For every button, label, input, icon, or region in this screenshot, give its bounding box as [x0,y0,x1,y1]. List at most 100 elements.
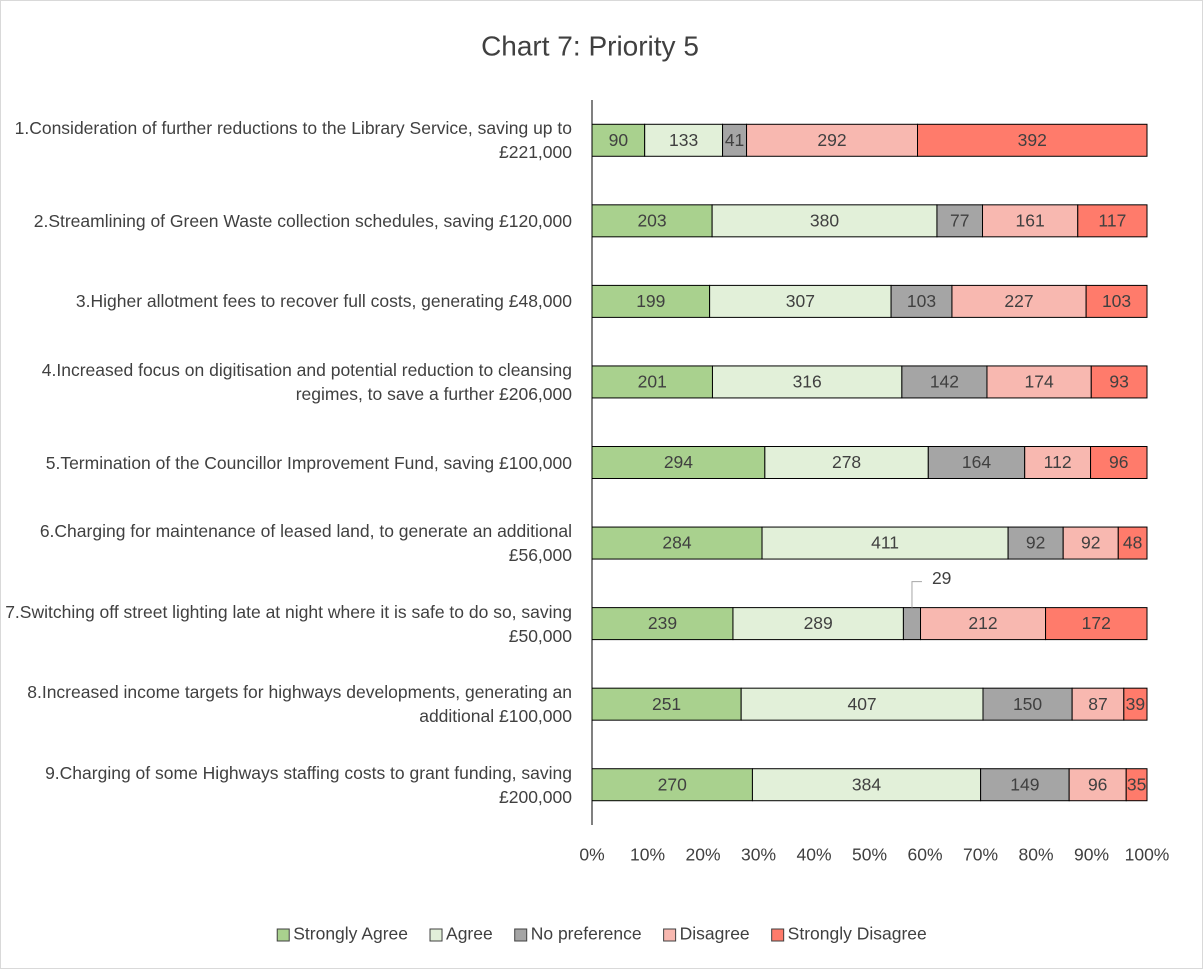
data-label: 407 [847,694,876,714]
bar-segment [1125,768,1148,802]
bar-segment [902,607,922,641]
data-label: 201 [638,372,667,392]
x-tick-label: 20% [685,845,720,865]
data-label: 294 [664,452,693,472]
bar-segment [746,123,919,157]
bar-segment [980,768,1070,802]
data-label: 112 [1044,452,1072,472]
legend-label: Disagree [680,924,750,944]
data-label: 161 [1016,210,1045,230]
data-label: 90 [609,130,629,150]
legend-swatch [663,928,677,942]
data-label: 150 [1013,694,1042,714]
data-label: 41 [725,130,744,150]
category-label: 6.Charging for maintenance of leased lan… [39,521,572,566]
category-label: 9.Charging of some Highways staffing cos… [45,762,572,807]
bar-segment [644,123,724,157]
bar-segment [761,526,1009,560]
x-tick-label: 50% [852,845,887,865]
data-label: 270 [658,774,687,794]
data-label: 289 [804,613,833,633]
data-label: 35 [1127,774,1146,794]
legend-label: Agree [446,924,493,944]
bar-segment [732,607,904,641]
x-tick-label: 70% [963,845,998,865]
data-label: 96 [1109,452,1128,472]
leader-line [911,581,922,608]
data-label: 292 [817,130,846,150]
bar-segment [1117,526,1148,560]
data-label: 380 [810,210,839,230]
data-label: 87 [1088,694,1107,714]
category-label: 7.Switching off street lighting late at … [5,601,572,646]
data-label: 103 [907,291,936,311]
category-label: 5.Termination of the Councillor Improvem… [45,452,572,473]
bar-segment [1077,204,1148,238]
bar-segment [1090,446,1148,479]
bar-segment [711,204,938,238]
data-label: 227 [1004,291,1033,311]
data-label: 133 [669,130,698,150]
bar-segment [890,284,953,318]
bar-segment [986,365,1092,399]
category-label: 2.Streamlining of Green Waste collection… [33,210,572,231]
bar-segment [591,446,766,479]
legend-label: Strongly Agree [293,924,408,944]
legend-label: No preference [531,924,642,944]
data-label: 199 [636,291,665,311]
x-tick-label: 10% [630,845,665,865]
chart-title: Chart 7: Priority 5 [481,30,699,61]
data-label: 411 [871,533,899,553]
data-label: 93 [1109,372,1128,392]
bar-segment [982,687,1073,721]
data-label: 142 [930,372,959,392]
bar-segment [917,123,1148,157]
data-label: 29 [932,568,951,588]
data-label: 316 [793,372,822,392]
data-label: 278 [832,452,861,472]
category-label: 8.Increased income targets for highways … [27,682,572,727]
x-tick-label: 90% [1074,845,1109,865]
bar-segment [1062,526,1119,560]
data-label: 92 [1081,533,1100,553]
bar-segment [1085,284,1148,318]
data-label: 307 [786,291,815,311]
bar-segment [709,284,892,318]
bar-segment [927,446,1026,479]
data-label: 92 [1026,533,1045,553]
bar-segment [1045,607,1148,641]
data-label: 203 [637,210,666,230]
data-label: 172 [1082,613,1111,633]
data-label: 251 [652,694,681,714]
bar-segment [1090,365,1148,399]
bar-segment [1007,526,1064,560]
bar-segment [711,365,903,399]
category-label: 4.Increased focus on digitisation and po… [41,359,572,404]
bar-segment [740,687,984,721]
data-label: 392 [1018,130,1047,150]
data-label: 117 [1098,210,1126,230]
bar-segment [982,204,1079,238]
bar-segment [1068,768,1127,802]
bar-segment [591,204,713,238]
data-label: 96 [1088,774,1107,794]
legend-swatch [771,928,785,942]
data-label: 149 [1010,774,1039,794]
category-label: 1.Consideration of further reductions to… [14,118,572,163]
data-label: 284 [662,533,691,553]
x-tick-label: 60% [907,845,942,865]
data-label: 48 [1123,533,1142,553]
data-label: 212 [968,613,997,633]
data-label: 174 [1025,372,1054,392]
legend-swatch [514,928,528,942]
data-label: 77 [950,210,969,230]
legend-swatch [429,928,443,942]
legend-label: Strongly Disagree [788,924,927,944]
bar-segment [901,365,988,399]
data-label: 103 [1102,291,1131,311]
bar-segment [1024,446,1092,479]
bar-segment [920,607,1047,641]
